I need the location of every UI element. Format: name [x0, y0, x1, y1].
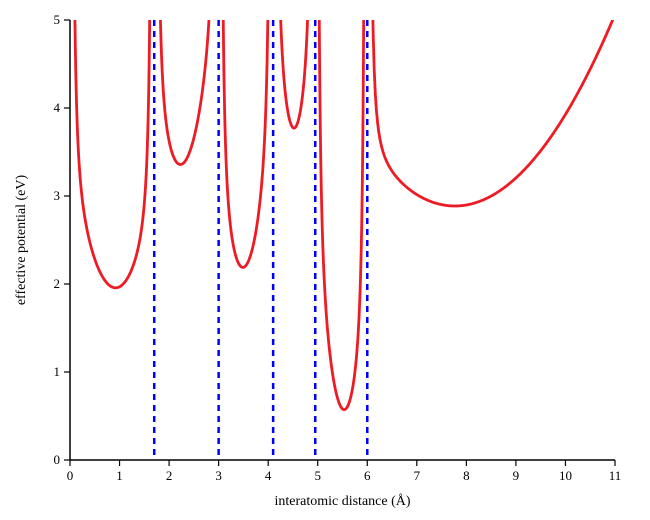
xtick-label: 7 [414, 468, 421, 483]
curve-branch-4 [318, 0, 365, 410]
ytick-label: 5 [54, 12, 61, 27]
axes [70, 20, 615, 460]
xtick-label: 8 [463, 468, 470, 483]
xtick-label: 1 [116, 468, 123, 483]
potential-chart: 0 1 2 3 4 5 6 7 8 9 10 11 0 1 2 3 4 5 interatomic distance… [0, 0, 650, 520]
xtick-label: 11 [609, 468, 622, 483]
xtick-label: 2 [166, 468, 173, 483]
curve-branch-3 [276, 0, 313, 128]
xtick-label: 10 [559, 468, 572, 483]
ytick-label: 0 [54, 452, 61, 467]
xtick-label: 4 [265, 468, 272, 483]
xtick-label: 5 [314, 468, 321, 483]
ytick-label: 4 [54, 100, 61, 115]
xtick-label: 0 [67, 468, 74, 483]
curve-branch-1 [157, 0, 216, 165]
xtick-label: 3 [215, 468, 222, 483]
xtick-label: 9 [513, 468, 520, 483]
ytick-label: 3 [54, 188, 61, 203]
curve-branch-0 [72, 0, 151, 288]
y-axis-label: effective potential (eV) [14, 174, 29, 305]
chart-container: 0 1 2 3 4 5 6 7 8 9 10 11 0 1 2 3 4 5 interatomic distance… [0, 0, 650, 520]
curve-branch-2 [221, 0, 271, 267]
xtick-label: 6 [364, 468, 371, 483]
x-axis-label: interatomic distance (Å) [274, 493, 410, 509]
ytick-label: 1 [54, 364, 61, 379]
ytick-label: 2 [54, 276, 61, 291]
curve-branch-5 [370, 0, 615, 206]
